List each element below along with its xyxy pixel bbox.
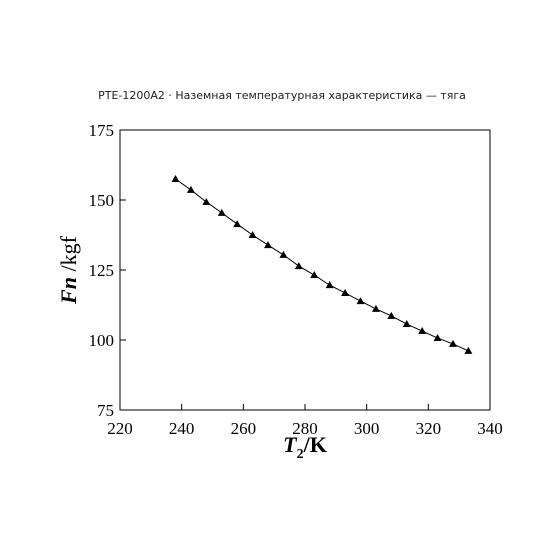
x-tick-label: 240 [169, 419, 195, 438]
y-tick-label: 175 [89, 121, 115, 140]
y-tick-label: 150 [89, 191, 115, 210]
marker [418, 327, 427, 335]
x-tick-label: 300 [354, 419, 380, 438]
marker [310, 271, 319, 279]
x-label-rest: /K [303, 432, 327, 457]
y-label-rest: /kgf [56, 235, 81, 277]
x-label-sub: 2 [297, 447, 304, 462]
marker [325, 281, 334, 289]
y-tick-label: 100 [89, 331, 115, 350]
x-tick-label: 340 [477, 419, 503, 438]
marker [248, 231, 257, 238]
x-tick-label: 280 [292, 419, 318, 438]
chart-title: PTE-1200A2 · Наземная температурная хара… [98, 89, 466, 102]
y-tick-label: 125 [89, 261, 115, 280]
marker [217, 208, 226, 216]
x-tick-label: 220 [107, 419, 133, 438]
y-axis-label: Fn /kgf [56, 235, 81, 305]
marker [233, 220, 242, 228]
x-tick-label: 320 [416, 419, 442, 438]
marker [356, 297, 365, 305]
marker [433, 334, 442, 342]
marker [264, 241, 272, 249]
marker [186, 185, 195, 193]
marker [294, 262, 303, 270]
marker [279, 250, 288, 258]
x-label-main: T [283, 432, 298, 457]
marker [341, 288, 350, 296]
y-tick-label: 75 [97, 401, 114, 420]
x-tick-label: 260 [231, 419, 257, 438]
marker [464, 346, 473, 354]
marker [387, 311, 396, 319]
x-axis-label: T2/K [283, 432, 327, 462]
marker [371, 304, 380, 312]
marker [171, 175, 180, 182]
marker [449, 339, 457, 347]
marker [202, 197, 211, 205]
marker [402, 320, 411, 328]
y-label-main: Fn [56, 277, 81, 305]
